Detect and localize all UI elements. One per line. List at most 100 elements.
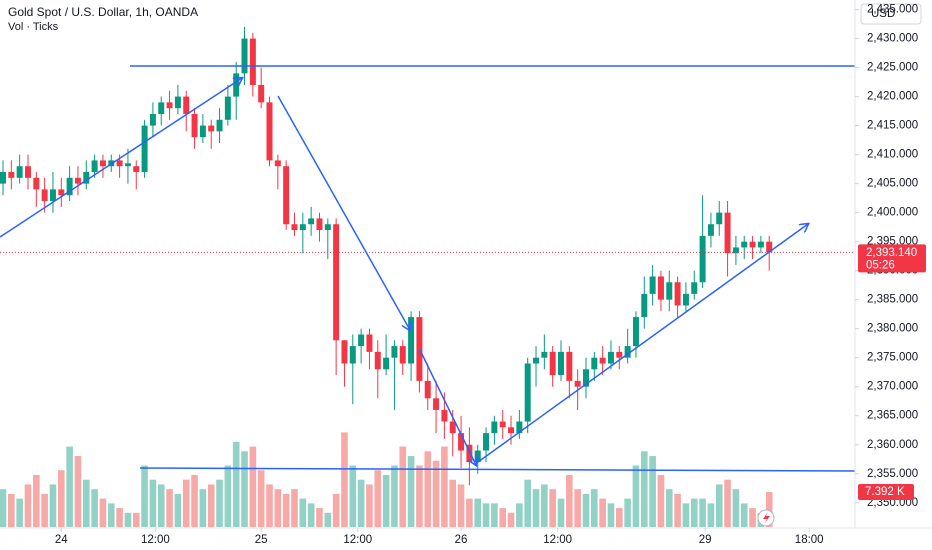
volume-bar <box>591 489 598 527</box>
volume-bar <box>441 446 448 527</box>
volume-bar <box>282 493 290 527</box>
y-tick-label: 2,435.000 <box>867 4 918 16</box>
candle-body <box>458 433 465 451</box>
x-tick-label: 12:00 <box>141 534 170 546</box>
candle-body <box>449 421 456 434</box>
volume-bar <box>266 484 273 527</box>
volume-bar <box>291 489 298 527</box>
lightning-icon <box>763 512 770 524</box>
volume-bar <box>424 451 432 527</box>
x-tick-label: 29 <box>699 534 712 546</box>
volume-bar <box>49 484 57 527</box>
volume-bar <box>207 484 215 527</box>
candle-body <box>283 166 290 225</box>
y-tick-label: 2,385.000 <box>867 294 918 306</box>
candle-body <box>466 444 473 463</box>
volume-bar <box>466 498 473 527</box>
volume-bar <box>599 498 606 527</box>
candle-body <box>741 241 748 248</box>
candle-body <box>374 351 381 370</box>
currency-label[interactable]: USD <box>871 8 895 20</box>
candle-body <box>24 166 31 178</box>
candle-body <box>616 351 623 358</box>
candle-body <box>349 346 356 364</box>
volume-bar <box>366 484 373 527</box>
y-tick-label: 2,405.000 <box>867 178 918 190</box>
countdown-label: 05:26 <box>866 259 895 271</box>
volume-bar <box>532 489 540 527</box>
candle-body <box>524 363 531 422</box>
volume-bar <box>307 503 315 527</box>
volume-bar <box>574 489 581 527</box>
volume-bar <box>274 489 282 527</box>
volume-bar <box>682 503 690 527</box>
volume-bar <box>341 432 348 527</box>
x-tick-label: 12:00 <box>543 534 572 546</box>
candle-body <box>441 409 448 422</box>
volume-bar <box>707 503 715 527</box>
currency-button[interactable] <box>860 3 922 25</box>
candle-body <box>66 177 73 196</box>
volume-bar <box>41 493 48 527</box>
volume-bar <box>699 498 706 527</box>
candle-body <box>649 276 656 294</box>
candle-body <box>0 172 6 184</box>
volume-label-box <box>858 484 914 501</box>
candle-body <box>33 177 40 190</box>
candle-body <box>632 317 639 347</box>
candle-body <box>599 357 606 364</box>
volume-bar <box>582 493 590 527</box>
volume-bar <box>665 489 673 527</box>
y-tick-label: 2,400.000 <box>867 207 918 219</box>
volume-bar <box>432 460 440 527</box>
candle-body <box>574 380 581 387</box>
volume-bar <box>524 479 531 527</box>
candle-body <box>666 282 673 300</box>
candle-body <box>49 189 56 202</box>
volume-bar <box>557 498 565 527</box>
volume-bar <box>549 489 556 527</box>
volume-bar <box>749 508 756 527</box>
volume-bar <box>216 479 223 527</box>
volume-bar <box>316 508 323 527</box>
candle-body <box>141 125 148 173</box>
candle-body <box>416 317 423 381</box>
volume-bar <box>649 456 656 527</box>
candle-body <box>541 351 548 358</box>
candle-body <box>341 340 348 364</box>
candle-body <box>274 160 281 167</box>
volume-bar <box>107 503 115 527</box>
candle-body <box>58 189 65 196</box>
candle-body <box>133 166 140 173</box>
candle-body <box>716 212 723 225</box>
volume-bar <box>33 474 40 527</box>
candle-body <box>508 427 515 434</box>
volume-bar <box>199 489 207 527</box>
candle-body <box>757 241 764 248</box>
candle-body <box>299 224 306 231</box>
candle-pane <box>0 26 855 486</box>
candle-body <box>183 96 190 114</box>
y-tick-label: 2,380.000 <box>867 323 918 335</box>
volume-bar <box>141 465 148 527</box>
volume-bar <box>457 484 465 527</box>
volume-bar <box>99 498 107 527</box>
volume-bar <box>0 489 7 527</box>
trend-arrow <box>419 349 476 465</box>
candle-body <box>558 351 565 376</box>
y-tick-label: 2,430.000 <box>867 33 918 45</box>
y-tick-label: 2,365.000 <box>867 410 918 422</box>
volume-bar <box>174 493 182 527</box>
volume-bar <box>616 508 623 527</box>
drawings <box>0 65 856 472</box>
x-tick-label: 18:00 <box>795 534 824 546</box>
volume-bar <box>624 498 631 527</box>
candle-body <box>191 113 198 138</box>
volume-bar <box>657 474 665 527</box>
volume-bar <box>324 512 332 527</box>
candle-body <box>624 346 631 358</box>
x-tick-label: 24 <box>55 534 68 546</box>
volume-pane <box>0 432 773 527</box>
volume-bar <box>8 493 15 527</box>
